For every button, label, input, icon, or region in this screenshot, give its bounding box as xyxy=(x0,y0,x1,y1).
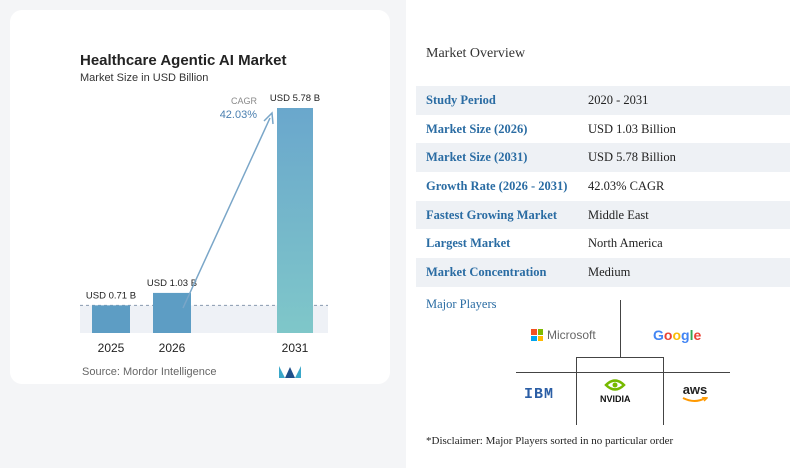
nvidia-label: NVIDIA xyxy=(600,394,631,404)
overview-key: Fastest Growing Market xyxy=(426,207,557,222)
overview-row: Growth Rate (2026 - 2031) 42.03% CAGR xyxy=(416,172,790,201)
cagr-arrow-line xyxy=(182,117,271,309)
aws-smile-icon xyxy=(682,397,708,402)
overview-row: Study Period 2020 - 2031 xyxy=(416,86,790,115)
overview-key: Study Period xyxy=(426,92,496,107)
overview-table: Study Period 2020 - 2031 Market Size (2026… xyxy=(416,86,790,287)
bar-2026 xyxy=(153,292,191,333)
overview-panel: Market Overview Study Period 2020 - 2031 M… xyxy=(406,0,800,468)
overview-row: Market Size (2026) USD 1.03 Billion xyxy=(416,115,790,144)
ibm-logo: IBM xyxy=(524,386,555,403)
microsoft-squares-icon xyxy=(531,329,543,341)
overview-value: USD 5.78 Billion xyxy=(588,150,676,165)
source-text: Source: Mordor Intelligence xyxy=(82,366,217,378)
divider xyxy=(576,357,577,425)
overview-title: Market Overview xyxy=(426,46,526,61)
chart-subtitle: Market Size in USD Billion xyxy=(80,72,209,84)
overview-key: Market Concentration xyxy=(426,264,547,279)
data-label-2026: USD 1.03 B xyxy=(147,278,197,289)
overview-value: USD 1.03 Billion xyxy=(588,121,676,136)
disclaimer: *Disclaimer: Major Players sorted in no … xyxy=(426,435,674,447)
divider xyxy=(516,372,730,373)
chart-title: Healthcare Agentic AI Market xyxy=(80,52,287,69)
divider xyxy=(576,357,664,358)
overview-value: 42.03% CAGR xyxy=(588,178,665,193)
overview-value: 2020 - 2031 xyxy=(588,92,649,107)
overview-row: Market Concentration Medium xyxy=(416,258,790,287)
x-tick-label-2031: 2031 xyxy=(282,341,309,355)
microsoft-label: Microsoft xyxy=(547,328,596,342)
nvidia-eye-icon xyxy=(604,379,627,391)
data-label-2025: USD 0.71 B xyxy=(86,290,136,301)
major-players-grid: Microsoft Google IBM NVIDIA aws xyxy=(406,300,800,425)
overview-key: Market Size (2026) xyxy=(426,121,528,136)
nvidia-logo: NVIDIA xyxy=(600,378,631,404)
bar-chart: USD 0.71 B 2025 USD 1.03 B 2026 USD 5.78 B 20… xyxy=(80,93,328,355)
microsoft-logo: Microsoft xyxy=(531,328,596,342)
major-players-title: Major Players xyxy=(426,297,497,311)
overview-value: Middle East xyxy=(588,207,649,222)
divider xyxy=(620,300,621,357)
divider xyxy=(663,357,664,425)
overview-row: Largest Market North America xyxy=(416,229,790,258)
cagr-arrow-head-icon xyxy=(263,111,274,125)
bar-2031 xyxy=(277,108,313,333)
overview-value: Medium xyxy=(588,264,631,279)
overview-row: Fastest Growing Market Middle East xyxy=(416,200,790,230)
aws-logo: aws xyxy=(682,382,708,403)
mordor-logo-icon xyxy=(279,366,301,378)
overview-key: Growth Rate (2026 - 2031) xyxy=(426,178,568,193)
cagr-value: 42.03% xyxy=(220,109,258,121)
overview-key: Largest Market xyxy=(426,236,511,251)
bar-2025 xyxy=(92,305,130,333)
overview-key: Market Size (2031) xyxy=(426,150,528,165)
overview-row: Market Size (2031) USD 5.78 Billion xyxy=(416,143,790,173)
overview-value: North America xyxy=(588,236,663,251)
google-logo: Google xyxy=(653,327,702,343)
data-label-2031: USD 5.78 B xyxy=(270,93,320,104)
x-tick-label-2026: 2026 xyxy=(159,341,186,355)
x-tick-label-2025: 2025 xyxy=(98,341,125,355)
cagr-label: CAGR xyxy=(231,96,258,106)
aws-label: aws xyxy=(682,382,708,397)
